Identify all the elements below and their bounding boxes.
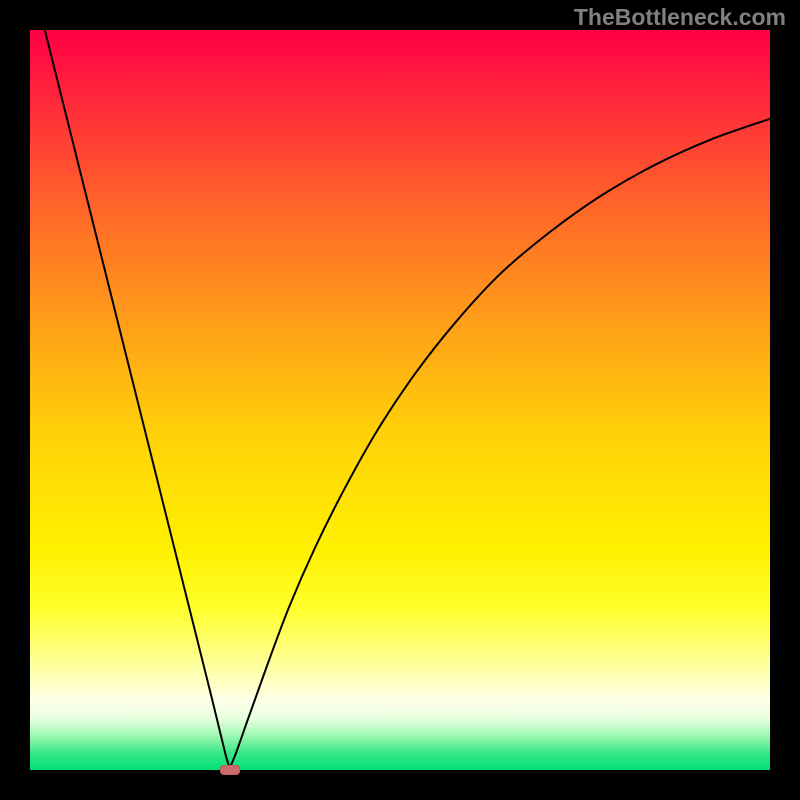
watermark-text: TheBottleneck.com xyxy=(574,4,786,31)
optimal-point-marker-shape xyxy=(220,765,240,775)
plot-area xyxy=(30,30,770,770)
curve-layer xyxy=(30,30,770,770)
bottleneck-curve xyxy=(45,30,770,768)
optimal-point-marker xyxy=(220,765,240,775)
chart-container: TheBottleneck.com xyxy=(0,0,800,800)
